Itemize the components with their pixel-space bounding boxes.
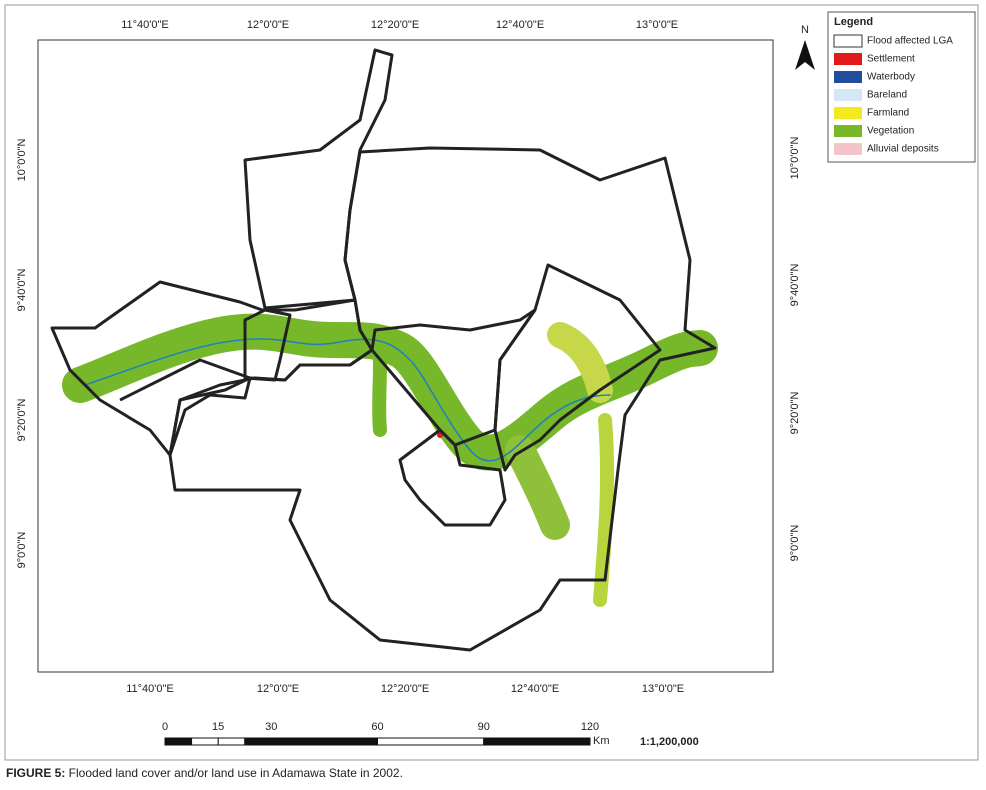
scale-segment	[270, 737, 378, 746]
bottom-coordinate: 12°0'0"E	[257, 683, 299, 695]
right-coordinate: 9°0'0"N	[789, 525, 801, 562]
legend-label: Flood affected LGA	[867, 36, 953, 47]
legend-swatch	[834, 89, 862, 101]
north-label: N	[801, 24, 809, 36]
top-coordinate: 13°0'0"E	[636, 19, 678, 31]
legend-label: Settlement	[867, 54, 915, 65]
legend-label: Waterbody	[867, 72, 915, 83]
north-arrow: N	[795, 24, 815, 70]
scale-ratio: 1:1,200,000	[640, 736, 699, 748]
right-coordinate: 9°20'0"N	[789, 392, 801, 435]
legend-label: Vegetation	[867, 126, 914, 137]
bottom-coordinate: 12°20'0"E	[381, 683, 429, 695]
scale-label: 120	[581, 721, 599, 733]
legend-label: Farmland	[867, 108, 909, 119]
left-coordinate: 9°20'0"N	[16, 399, 28, 442]
caption-label: FIGURE 5:	[6, 766, 66, 780]
caption-text: Flooded land cover and/or land use in Ad…	[65, 766, 403, 780]
legend-swatch	[834, 53, 862, 65]
top-coordinate: 12°0'0"E	[247, 19, 289, 31]
legend-swatch	[834, 125, 862, 137]
legend-swatch	[834, 143, 862, 155]
scale-label: 90	[478, 721, 490, 733]
scale-label: 60	[371, 721, 383, 733]
scale-label: 0	[162, 721, 168, 733]
scale-label: 30	[265, 721, 277, 733]
north-arrow-shape	[795, 40, 815, 70]
legend-title: Legend	[834, 16, 873, 28]
scale-label: 15	[212, 721, 224, 733]
scale-sub	[191, 737, 219, 746]
lga-boundaries	[50, 48, 717, 652]
right-coordinate: 9°40'0"N	[789, 264, 801, 307]
scale-unit: Km	[593, 735, 610, 747]
bottom-coordinate: 11°40'0"E	[126, 683, 174, 695]
top-coordinate: 11°40'0"E	[121, 19, 169, 31]
left-coordinate: 9°0'0"N	[16, 532, 28, 569]
bottom-coordinate: 13°0'0"E	[642, 683, 684, 695]
caption: FIGURE 5: Flooded land cover and/or land…	[6, 766, 403, 780]
legend-label: Bareland	[867, 90, 907, 101]
top-coordinate: 12°40'0"E	[496, 19, 544, 31]
left-coordinate: 10°0'0"N	[16, 139, 28, 182]
right-coordinate: 10°0'0"N	[789, 137, 801, 180]
outer-frame	[4, 4, 979, 761]
scale-segment	[377, 737, 485, 746]
top-coordinate: 12°20'0"E	[371, 19, 419, 31]
left-coordinate: 9°40'0"N	[16, 269, 28, 312]
scale-segment	[483, 737, 591, 746]
legend-swatch	[833, 34, 863, 48]
legend-swatch	[834, 107, 862, 119]
legend-swatch	[834, 71, 862, 83]
legend: Legend Flood affected LGA Settlement Water…	[827, 11, 976, 163]
scale-sub	[244, 737, 272, 746]
bottom-coordinate: 12°40'0"E	[511, 683, 559, 695]
legend-label: Alluvial deposits	[867, 144, 939, 155]
